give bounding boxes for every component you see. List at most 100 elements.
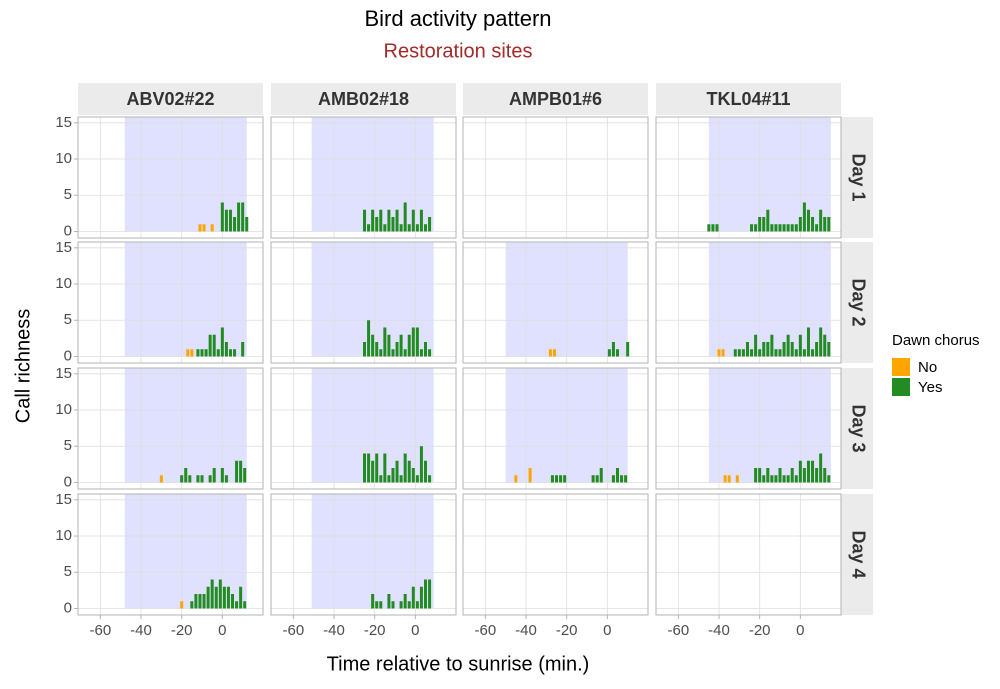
bar [786, 224, 790, 232]
legend-title: Dawn chorus [892, 332, 980, 349]
bar [403, 593, 407, 609]
bar [774, 475, 778, 483]
shade-region [124, 368, 247, 483]
bar [794, 475, 798, 483]
bar [415, 224, 419, 232]
shade-region [124, 494, 247, 609]
x-tick-label: -20 [364, 622, 386, 639]
x-tick-label: -20 [171, 622, 193, 639]
facet-label: Day 2 [848, 278, 868, 326]
bar [754, 467, 758, 483]
bar [419, 349, 423, 357]
bar [616, 349, 620, 357]
x-tick-label: 0 [411, 622, 419, 639]
facet-label: Day 4 [848, 530, 868, 578]
x-tick-label: -60 [90, 622, 112, 639]
bar [395, 341, 399, 357]
bar [758, 216, 762, 232]
bar [790, 224, 794, 232]
x-tick-label: 0 [218, 622, 226, 639]
bar [782, 224, 786, 232]
x-tick-label: -40 [708, 622, 730, 639]
bar [180, 601, 184, 609]
bar [754, 334, 758, 357]
bar [778, 349, 782, 357]
bar [782, 475, 786, 483]
bar [391, 349, 395, 357]
panel-background [463, 117, 648, 238]
bar [208, 475, 212, 483]
bar [611, 475, 615, 483]
panel-background [656, 494, 841, 615]
bar [626, 341, 630, 357]
y-tick-label: 5 [64, 563, 72, 580]
bar [220, 327, 224, 357]
bar [407, 224, 411, 232]
facet-label: ABV02#22 [126, 89, 214, 109]
bar [212, 334, 216, 357]
y-tick-label: 0 [64, 347, 72, 364]
bar [198, 224, 202, 232]
panel-border [270, 241, 457, 364]
bar [184, 467, 188, 483]
chart-subtitle: Restoration sites [384, 40, 533, 62]
bar [770, 475, 774, 483]
facet-label: Day 3 [848, 404, 868, 452]
bar [159, 475, 163, 483]
bar [802, 467, 806, 483]
bar [243, 601, 247, 609]
bar [383, 327, 387, 357]
bar [194, 593, 198, 609]
bar [815, 224, 819, 232]
bar [823, 334, 827, 357]
bar [224, 341, 228, 357]
facet-label: Day 1 [848, 153, 868, 201]
bar [782, 341, 786, 357]
bar [210, 224, 214, 232]
bar [806, 460, 810, 483]
y-tick-label: 10 [55, 150, 72, 167]
bar [399, 475, 403, 483]
bar [758, 349, 762, 357]
x-tick-label: 0 [796, 622, 804, 639]
y-tick-label: 10 [55, 401, 72, 418]
bar [758, 467, 762, 483]
bar [819, 209, 823, 232]
bar [403, 202, 407, 232]
bar [762, 341, 766, 357]
bar [819, 327, 823, 357]
bar [245, 216, 249, 232]
bar [559, 475, 563, 483]
bar [371, 209, 375, 232]
bar [411, 467, 415, 483]
bar [220, 202, 224, 232]
bar [721, 349, 725, 357]
panel-border [270, 116, 457, 239]
bar [415, 475, 419, 483]
bar [415, 327, 419, 357]
y-tick-label: 5 [64, 437, 72, 454]
bar [774, 224, 778, 232]
bar [794, 349, 798, 357]
bar [375, 341, 379, 357]
bar [202, 224, 206, 232]
bar [379, 601, 383, 609]
facet-strip [78, 83, 263, 115]
bar [811, 460, 815, 483]
bar [224, 475, 228, 483]
bar [222, 586, 226, 609]
panel-border [462, 493, 649, 616]
bar [395, 209, 399, 232]
x-axis-label: Time relative to sunrise (min.) [327, 653, 590, 675]
bar [198, 593, 202, 609]
bar [391, 601, 395, 609]
bar [790, 467, 794, 483]
bar [770, 334, 774, 357]
bar [737, 349, 741, 357]
bar [424, 460, 428, 483]
bar [371, 593, 375, 609]
y-tick-label: 15 [55, 114, 72, 131]
x-tick-label: -20 [556, 622, 578, 639]
bar [802, 349, 806, 357]
bar [424, 341, 428, 357]
